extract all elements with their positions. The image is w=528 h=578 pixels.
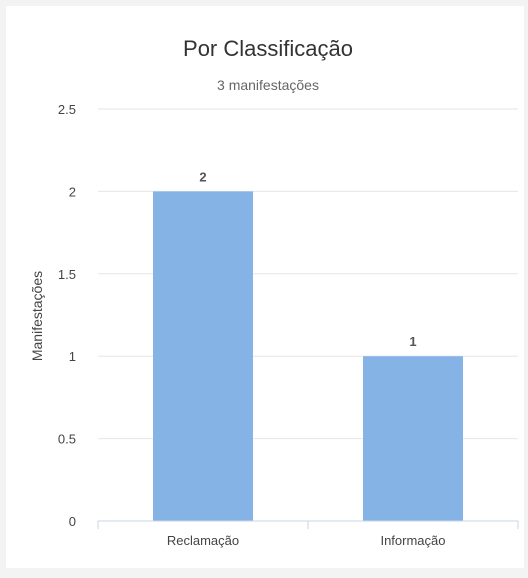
y-tick-label: 1 xyxy=(69,349,76,364)
bars xyxy=(153,191,463,521)
chart-subtitle: 3 manifestações xyxy=(217,77,319,93)
y-tick-label: 2 xyxy=(69,184,76,199)
x-axis: Reclamação Informação xyxy=(97,520,519,548)
bar-chart: Por Classificação 3 manifestações Manife… xyxy=(29,36,519,548)
y-tick-label: 2.5 xyxy=(58,102,76,117)
x-tick-label: Reclamação xyxy=(167,533,239,548)
chart-card: Por Classificação 3 manifestações Manife… xyxy=(6,6,524,568)
bar-0[interactable] xyxy=(153,191,253,521)
y-axis-label: Manifestações xyxy=(29,271,45,361)
y-axis-ticks: 0 0.5 1 1.5 2 2.5 xyxy=(58,102,76,529)
x-tick-label: Informação xyxy=(380,533,445,548)
y-tick-label: 1.5 xyxy=(58,267,76,282)
y-tick-label: 0 xyxy=(69,514,76,529)
data-label: 2 xyxy=(199,169,206,184)
bar-1[interactable] xyxy=(363,356,463,521)
data-labels: 21 xyxy=(199,169,416,349)
chart-title: Por Classificação xyxy=(183,36,353,61)
y-tick-label: 0.5 xyxy=(58,432,76,447)
data-label: 1 xyxy=(409,334,416,349)
